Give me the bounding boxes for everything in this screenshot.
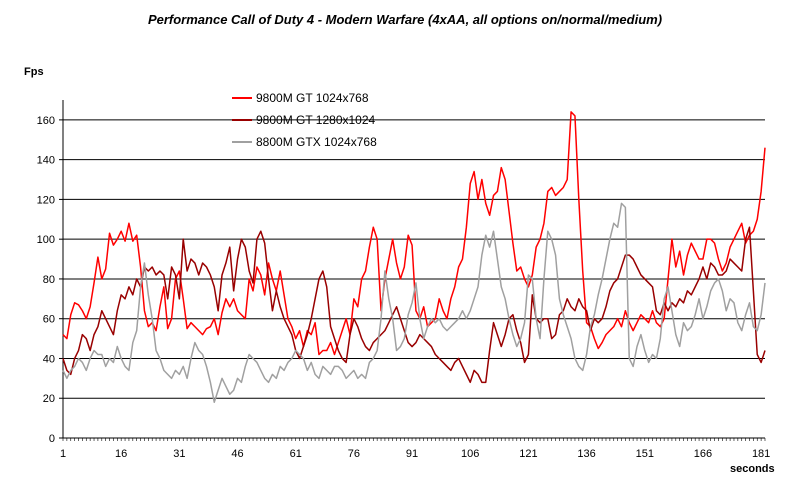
x-tick-label: 16 [115,448,127,460]
series-line-2 [62,226,766,384]
legend-label: 9800M GT 1280x1024 [256,113,376,127]
x-tick-label: 1 [60,448,66,460]
x-tick-label: 106 [461,448,479,460]
x-tick-label: 121 [519,448,537,460]
y-tick-label: 20 [43,393,55,405]
x-tick-label: 46 [231,448,243,460]
y-tick-label: 80 [43,274,55,286]
x-axis-label: seconds [730,463,775,475]
y-tick-label: 40 [43,353,55,365]
series-line-1 [62,111,766,356]
x-tick-labels: 1 16 31 46 61 76 91 106 121 136 151 166 181 [60,448,770,460]
y-tick-label: 120 [37,194,55,206]
axes [59,100,766,441]
y-axis-label: Fps [24,66,44,78]
series-line-3 [62,202,766,403]
series-lines [62,111,766,403]
x-tick-label: 181 [752,448,770,460]
y-tick-labels: 0 20 40 60 80 100 120 140 160 [37,115,55,445]
y-tick-label: 0 [49,433,55,445]
gridlines [63,119,765,399]
x-tick-label: 31 [173,448,185,460]
x-tick-label: 61 [290,448,302,460]
legend: 9800M GT 1024x768 9800M GT 1280x1024 8800M… [232,91,377,149]
legend-label: 8800M GTX 1024x768 [256,135,377,149]
x-tick-label: 151 [636,448,654,460]
x-tick-label: 166 [694,448,712,460]
y-tick-label: 140 [37,155,55,167]
chart-title: Performance Call of Duty 4 - Modern Warf… [148,12,662,27]
y-tick-label: 160 [37,115,55,127]
y-tick-label: 60 [43,314,55,326]
legend-label: 9800M GT 1024x768 [256,91,369,105]
x-tick-label: 76 [348,448,360,460]
y-tick-label: 100 [37,234,55,246]
x-tick-label: 136 [577,448,595,460]
x-tick-label: 91 [406,448,418,460]
